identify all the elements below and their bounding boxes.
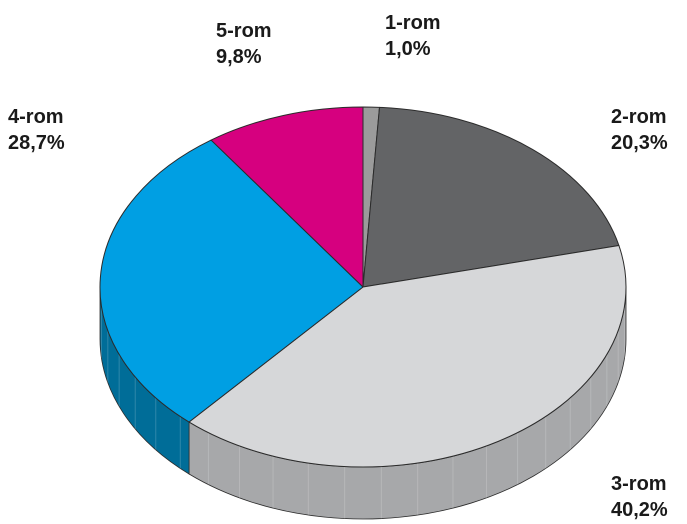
label-5-rom-name: 5-rom [216,20,272,42]
pie-sides [99,286,627,520]
label-1-rom-value: 1,0% [385,38,431,60]
label-2-rom-value: 20,3% [611,132,668,154]
label-4-rom-name: 4-rom [8,106,64,128]
slice-4-rom [99,139,364,423]
label-5-rom-value: 9,8% [216,46,262,68]
pie-slices [99,106,627,468]
slice-3-rom [188,245,627,468]
label-4-rom-value: 28,7% [8,132,65,154]
label-3-rom-name: 3-rom [611,473,667,495]
label-3-rom-value: 40,2% [611,499,668,521]
label-1-rom-name: 1-rom [385,12,441,34]
slice-2-rom [362,106,620,288]
label-2-rom-name: 2-rom [611,106,667,128]
slice-5-rom [210,106,364,288]
